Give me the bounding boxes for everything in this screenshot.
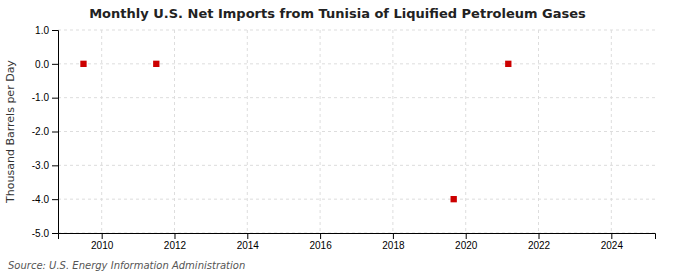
plot: 2010 2012 2014 2016 2018 2020 2022 2024 1.0 0.0 -1… [32, 25, 656, 251]
tick-mark [320, 233, 321, 239]
tick-label: -1.0 [32, 92, 50, 103]
tick-label: 2016 [309, 240, 332, 251]
tick-label: 1.0 [35, 25, 49, 36]
axis-line [59, 234, 656, 240]
chart: 2010 2012 2014 2016 2018 2020 2022 2024 1.0 0.0 -1… [0, 0, 675, 275]
tick-label: 0.0 [35, 59, 49, 70]
tick-label: -5.0 [32, 228, 50, 239]
tick: -1.0 [32, 92, 58, 103]
tick: 1.0 [35, 25, 58, 36]
tick: -3.0 [32, 160, 58, 171]
tick-mark [52, 199, 58, 200]
grid-line [58, 199, 655, 200]
tick: -4.0 [32, 194, 58, 205]
grid-line [58, 30, 655, 31]
grid [58, 30, 655, 233]
tick-label: 2022 [528, 240, 551, 251]
tick: 2012 [164, 233, 187, 251]
point [153, 61, 159, 67]
point [451, 196, 457, 202]
tick: 2010 [91, 233, 114, 251]
x-axis: 2010 2012 2014 2016 2018 2020 2022 2024 [59, 233, 656, 251]
tick-label: 2024 [601, 240, 624, 251]
tick-label: -3.0 [32, 160, 50, 171]
grid-line [320, 30, 321, 233]
point [505, 61, 511, 67]
tick-mark [52, 233, 58, 234]
tick-mark [393, 233, 394, 239]
tick-mark [52, 64, 58, 65]
tick-mark [52, 165, 58, 166]
tick-label: 2018 [382, 240, 405, 251]
y-axis-title: Thousand Barrels per Day [4, 60, 17, 204]
tick-mark [52, 132, 58, 133]
point [80, 61, 86, 67]
grid-line [392, 30, 393, 233]
grid-line [58, 131, 655, 132]
tick-mark [247, 233, 248, 239]
grid-line [58, 97, 655, 98]
tick: 2022 [528, 233, 551, 251]
annotation: Source: U.S. Energy Information Administ… [8, 260, 245, 271]
tick-label: 2010 [91, 240, 114, 251]
tick-mark [466, 233, 467, 239]
tick: 2020 [455, 233, 478, 251]
axis-line [52, 31, 59, 234]
tick-label: -2.0 [32, 126, 50, 137]
tick-label: 2012 [164, 240, 187, 251]
tick-mark [611, 233, 612, 239]
grid-line [58, 165, 655, 166]
tick-label: -4.0 [32, 194, 50, 205]
tick: 2024 [601, 233, 624, 251]
points [80, 61, 511, 203]
tick-label: 2020 [455, 240, 478, 251]
tick: -2.0 [32, 126, 58, 137]
grid-line [58, 63, 655, 64]
tick-mark [539, 233, 540, 239]
tick-mark [52, 98, 58, 99]
tick-label: 2014 [237, 240, 260, 251]
y-axis: 1.0 0.0 -1.0 -2.0 -3.0 -4.0 -5.0 [32, 25, 59, 239]
tick: 2016 [309, 233, 332, 251]
tick-mark [174, 233, 175, 239]
title: Monthly U.S. Net Imports from Tunisia of… [89, 6, 586, 21]
tick: 2018 [382, 233, 405, 251]
tick-mark [52, 30, 58, 31]
tick: 2014 [237, 233, 260, 251]
tick: -5.0 [32, 228, 58, 239]
tick-mark [102, 233, 103, 239]
tick: 0.0 [35, 59, 58, 70]
